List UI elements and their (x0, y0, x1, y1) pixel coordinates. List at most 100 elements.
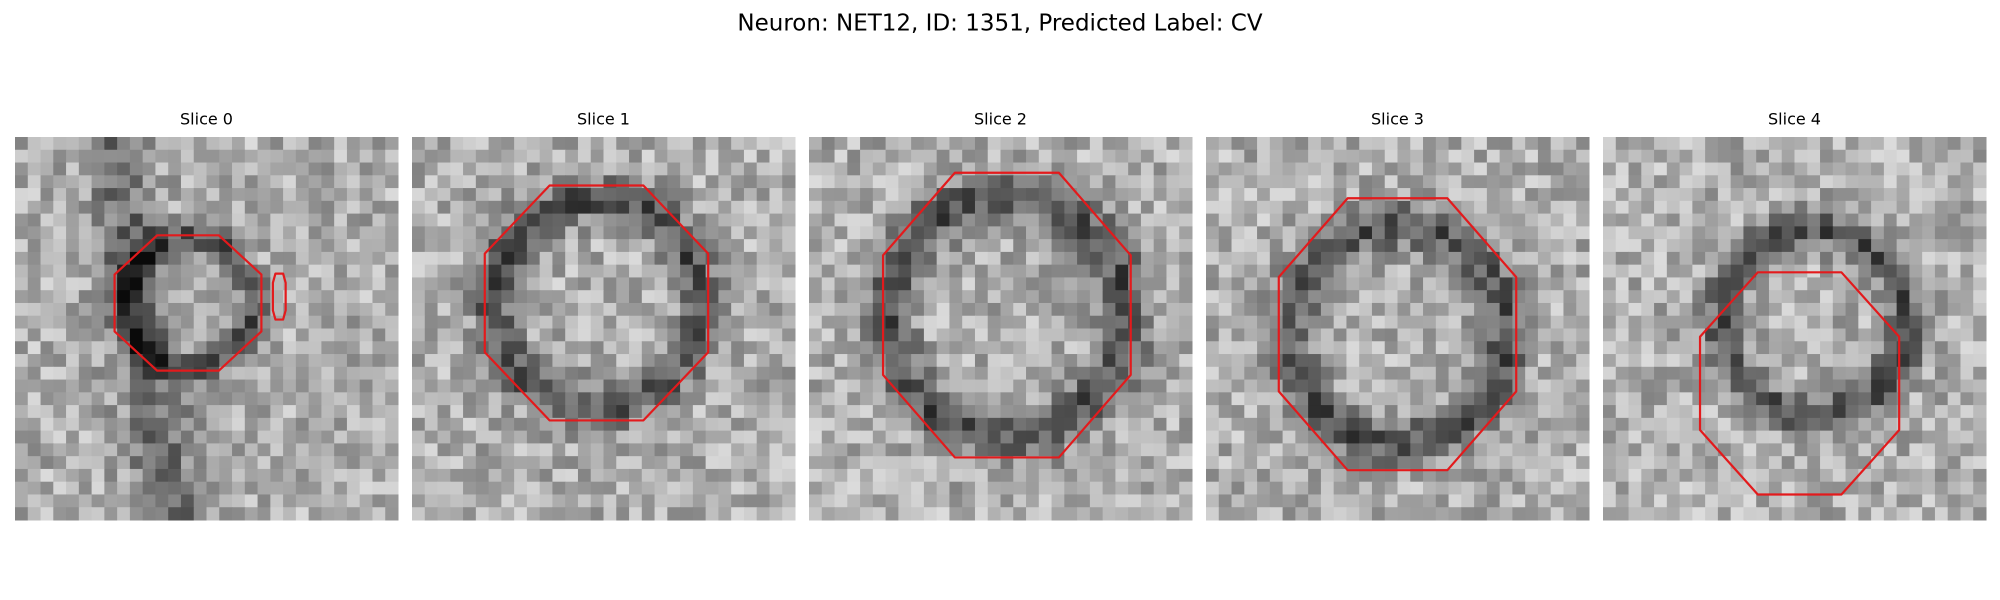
pixel (1269, 405, 1284, 419)
pixel (1423, 507, 1437, 521)
pixel (155, 430, 169, 444)
pixel (1832, 226, 1847, 240)
pixel (1282, 494, 1296, 508)
pixel (1218, 239, 1233, 253)
pixel (463, 341, 477, 355)
pixel (565, 277, 579, 291)
pixel (1654, 494, 1668, 508)
pixel (1179, 456, 1193, 470)
pixel (1871, 456, 1885, 470)
pixel (488, 468, 502, 483)
pixel (1947, 226, 1961, 240)
pixel (463, 200, 477, 215)
pixel (756, 328, 770, 342)
pixel (1512, 290, 1526, 304)
pixel (616, 405, 630, 419)
pixel (359, 188, 373, 202)
pixel (283, 137, 297, 151)
pixel (1666, 264, 1681, 278)
pixel (66, 213, 80, 227)
pixel (1960, 430, 1974, 444)
pixel (667, 430, 681, 444)
pixel (1077, 417, 1091, 432)
pixel (1666, 468, 1681, 483)
pixel (155, 481, 169, 495)
pixel (1038, 200, 1053, 215)
pixel (1576, 239, 1590, 253)
pixel (539, 481, 553, 495)
pixel (1000, 226, 1014, 240)
pixel (1218, 328, 1233, 342)
pixel (1166, 251, 1180, 266)
pixel (1896, 226, 1910, 240)
pixel (1807, 175, 1821, 189)
pixel (782, 456, 796, 470)
pixel (743, 507, 758, 521)
pixel (834, 481, 848, 495)
pixel (270, 251, 284, 266)
pixel (450, 290, 464, 304)
pixel (155, 379, 169, 393)
pixel (1934, 137, 1949, 151)
pixel (872, 405, 887, 419)
pixel (654, 392, 668, 406)
pixel (539, 137, 553, 151)
pixel (1896, 264, 1910, 278)
pixel (1883, 226, 1898, 240)
pixel (15, 239, 29, 253)
pixel (1883, 149, 1898, 164)
pixel (15, 328, 29, 342)
pixel (372, 175, 386, 189)
pixel (1960, 137, 1974, 151)
pixel (372, 315, 386, 330)
pixel (1128, 456, 1142, 470)
pixel (346, 405, 361, 419)
pixel (590, 456, 605, 470)
pixel (412, 481, 426, 495)
pixel (463, 251, 477, 266)
pixel (539, 251, 553, 266)
pixel (1115, 481, 1129, 495)
pixel (1077, 149, 1091, 164)
pixel (1615, 494, 1630, 508)
pixel (295, 302, 310, 317)
pixel (1257, 328, 1271, 342)
pixel (1576, 149, 1590, 164)
pixel (667, 162, 681, 176)
pixel (463, 213, 477, 227)
pixel (1909, 468, 1923, 483)
pixel (1384, 366, 1399, 381)
pixel (1474, 290, 1488, 304)
pixel (1295, 188, 1309, 202)
pixel (1064, 328, 1078, 342)
pixel (15, 494, 29, 508)
pixel (1077, 443, 1091, 457)
pixel (680, 315, 694, 330)
pixel (78, 494, 93, 508)
pixel (809, 213, 823, 227)
pixel (117, 481, 131, 495)
pixel (565, 149, 579, 164)
pixel (1909, 213, 1923, 227)
pixel (743, 264, 758, 278)
pixel (488, 226, 502, 240)
pixel (1871, 226, 1885, 240)
pixel (1257, 149, 1271, 164)
pixel (1576, 251, 1590, 266)
pixel (437, 494, 451, 508)
pixel (1231, 290, 1245, 304)
pixel (501, 213, 515, 227)
pixel (1077, 264, 1091, 278)
pixel (731, 200, 745, 215)
pixel (1102, 239, 1116, 253)
pixel (1537, 188, 1552, 202)
pixel (552, 200, 566, 215)
pixel (372, 405, 386, 419)
pixel (385, 302, 399, 317)
pixel (1051, 290, 1065, 304)
pixel (1128, 226, 1142, 240)
pixel (219, 366, 233, 381)
pixel (334, 405, 348, 419)
pixel (756, 277, 770, 291)
pixel (936, 239, 950, 253)
